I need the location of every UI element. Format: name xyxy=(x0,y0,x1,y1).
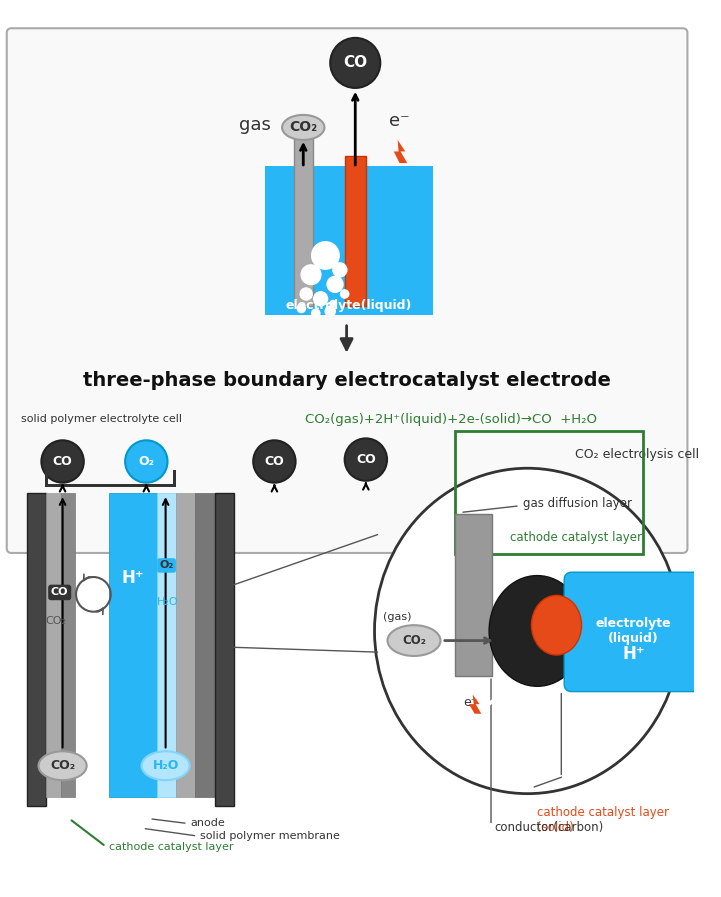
Text: electrolyte
(liquid): electrolyte (liquid) xyxy=(596,617,671,645)
Ellipse shape xyxy=(531,596,582,655)
Bar xyxy=(293,127,313,306)
Text: H⁺: H⁺ xyxy=(122,569,144,587)
Circle shape xyxy=(332,262,348,277)
Bar xyxy=(265,166,433,315)
Text: CO: CO xyxy=(356,453,376,466)
Text: gas: gas xyxy=(239,116,271,134)
Text: CO: CO xyxy=(53,455,72,468)
Circle shape xyxy=(299,287,313,300)
Circle shape xyxy=(301,264,322,285)
Circle shape xyxy=(330,38,380,88)
Bar xyxy=(456,431,643,554)
Text: CO₂: CO₂ xyxy=(402,634,426,647)
Bar xyxy=(456,515,492,676)
Text: e⁻: e⁻ xyxy=(389,112,410,130)
Circle shape xyxy=(311,309,321,318)
Text: CO: CO xyxy=(51,588,68,597)
Circle shape xyxy=(253,440,296,483)
Polygon shape xyxy=(394,140,407,163)
Text: O₂: O₂ xyxy=(159,561,174,570)
Bar xyxy=(157,493,176,797)
Text: H⁺: H⁺ xyxy=(622,645,645,663)
Text: anode: anode xyxy=(190,818,226,829)
Ellipse shape xyxy=(141,752,190,780)
Circle shape xyxy=(125,440,167,483)
Circle shape xyxy=(340,289,350,299)
Text: three-phase boundary electrocatalyst electrode: three-phase boundary electrocatalyst ele… xyxy=(83,371,611,390)
Text: cathode catalyst layer: cathode catalyst layer xyxy=(510,531,642,544)
Text: gas diffusion layer: gas diffusion layer xyxy=(523,497,632,510)
Circle shape xyxy=(311,241,340,270)
Text: solid polymer electrolyte cell: solid polymer electrolyte cell xyxy=(21,414,182,424)
Text: CO₂ electrolysis cell: CO₂ electrolysis cell xyxy=(575,448,699,461)
Circle shape xyxy=(324,306,336,317)
Bar xyxy=(109,493,157,797)
Text: CO₂(gas)+2H⁺(liquid)+2e-(solid)→CO  +H₂O: CO₂(gas)+2H⁺(liquid)+2e-(solid)→CO +H₂O xyxy=(304,413,596,426)
Bar xyxy=(195,493,215,797)
Text: CO₂: CO₂ xyxy=(50,759,75,772)
Text: e⁻: e⁻ xyxy=(463,696,477,709)
Text: CO: CO xyxy=(343,56,367,70)
Polygon shape xyxy=(469,694,482,714)
Bar xyxy=(345,156,366,306)
Bar xyxy=(46,493,61,797)
Bar xyxy=(27,493,46,806)
Ellipse shape xyxy=(282,115,324,140)
Circle shape xyxy=(296,303,306,313)
Text: cathode catalyst layer
(solid): cathode catalyst layer (solid) xyxy=(537,806,669,834)
Text: conductor(carbon): conductor(carbon) xyxy=(495,821,604,834)
Circle shape xyxy=(345,439,387,481)
Text: solid polymer membrane: solid polymer membrane xyxy=(200,831,340,841)
Bar xyxy=(45,470,48,483)
Ellipse shape xyxy=(374,468,681,794)
Bar xyxy=(45,483,176,486)
Ellipse shape xyxy=(489,576,585,686)
FancyBboxPatch shape xyxy=(6,28,687,553)
Circle shape xyxy=(327,275,344,293)
Text: CO₂: CO₂ xyxy=(289,120,317,135)
Text: H₂O: H₂O xyxy=(156,597,178,607)
Bar xyxy=(61,493,75,797)
Bar xyxy=(173,470,176,483)
FancyBboxPatch shape xyxy=(565,572,703,692)
Circle shape xyxy=(41,440,84,483)
Bar xyxy=(215,493,234,806)
Text: CO₂: CO₂ xyxy=(45,616,66,626)
Circle shape xyxy=(329,300,337,308)
Ellipse shape xyxy=(38,752,87,780)
Ellipse shape xyxy=(387,625,441,656)
Text: CO: CO xyxy=(265,455,284,468)
Circle shape xyxy=(313,292,328,307)
Bar xyxy=(176,493,195,797)
Text: (gas): (gas) xyxy=(384,612,412,622)
Text: electrolyte(liquid): electrolyte(liquid) xyxy=(286,299,412,312)
Text: O₂: O₂ xyxy=(138,455,154,468)
Text: cathode catalyst layer: cathode catalyst layer xyxy=(109,841,234,851)
Text: H₂O: H₂O xyxy=(152,759,179,772)
